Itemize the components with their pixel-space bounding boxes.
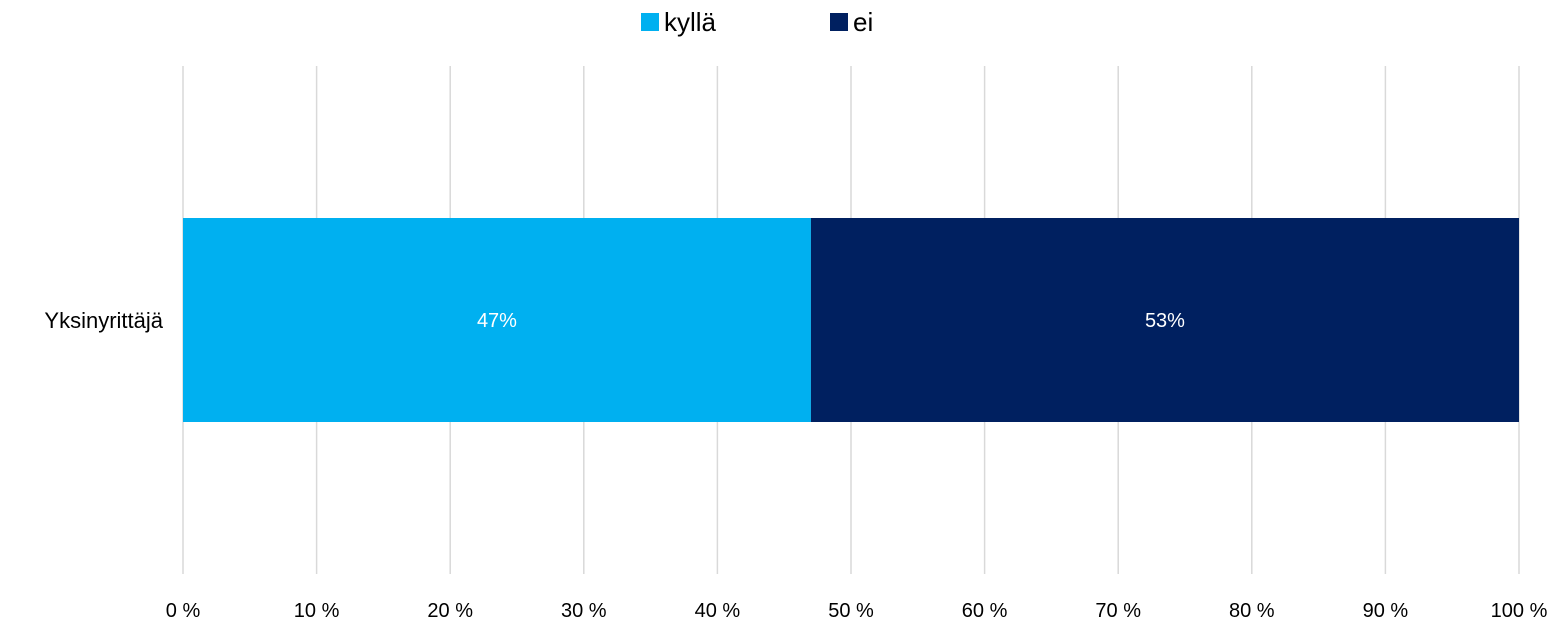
- bars: 47% 53%: [183, 218, 1519, 422]
- x-tick-label: 0 %: [166, 600, 201, 622]
- x-tick-label: 60 %: [962, 600, 1008, 622]
- x-tick-label: 20 %: [427, 600, 473, 622]
- legend-label: ei: [853, 7, 873, 37]
- category-label: Yksinyrittäjä: [44, 308, 163, 333]
- data-label: 47%: [477, 310, 517, 332]
- legend-swatch: [830, 13, 848, 31]
- x-tick-label: 80 %: [1229, 600, 1275, 622]
- bar-segment-ei: [810, 218, 1519, 422]
- x-tick-label: 70 %: [1095, 600, 1141, 622]
- x-tick-label: 50 %: [828, 600, 874, 622]
- data-label: 53%: [1145, 310, 1185, 332]
- legend-label: kyllä: [664, 7, 717, 37]
- x-tick-label: 40 %: [695, 600, 741, 622]
- value-axis: 0 % 10 % 20 % 30 % 40 % 50 % 60 % 70 % 80 % 90 % 1…: [166, 600, 1548, 622]
- category-axis: Yksinyrittäjä: [44, 308, 163, 333]
- x-tick-label: 100 %: [1491, 600, 1548, 622]
- x-tick-label: 10 %: [294, 600, 340, 622]
- x-tick-label: 30 %: [561, 600, 607, 622]
- x-tick-label: 90 %: [1363, 600, 1409, 622]
- legend-swatch: [641, 13, 659, 31]
- legend: kyllä ei: [641, 7, 873, 37]
- bar-segment-kyllä: [183, 218, 811, 422]
